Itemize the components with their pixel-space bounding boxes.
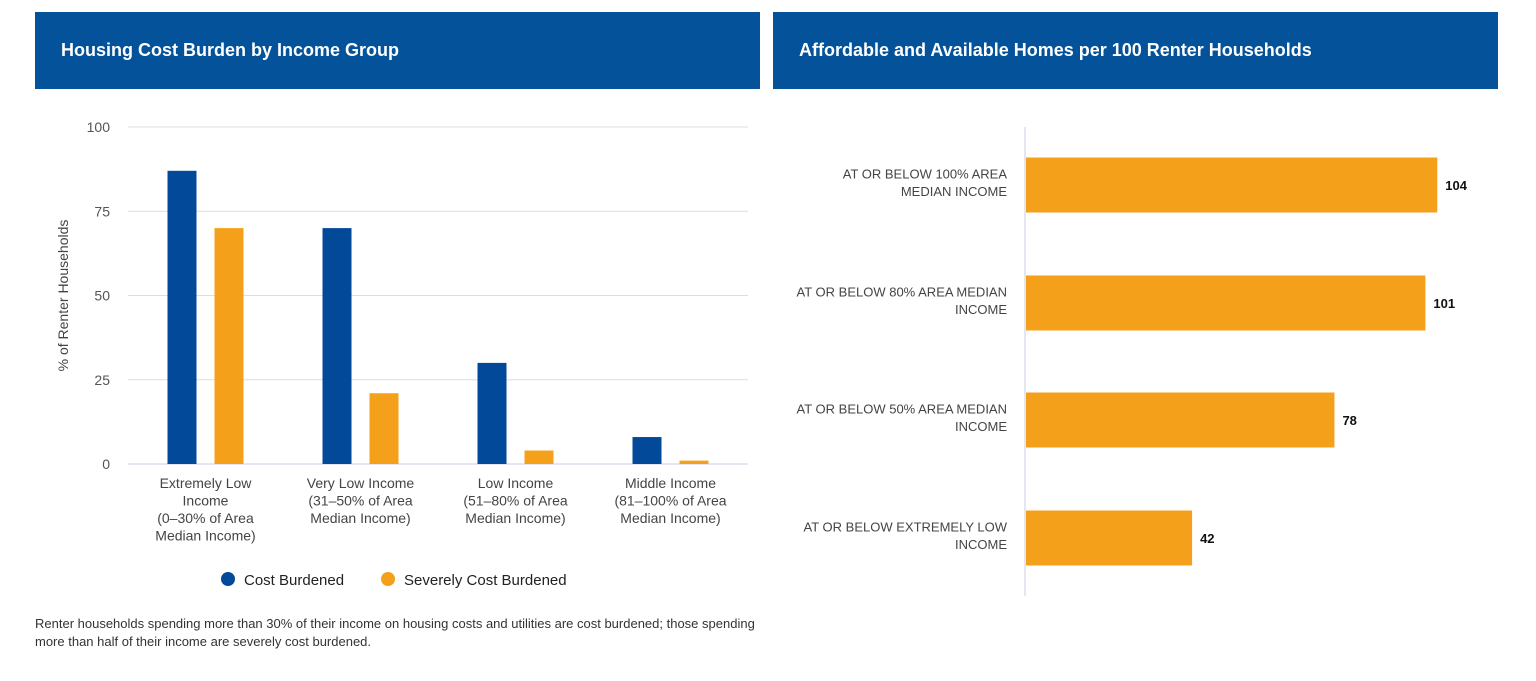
y-tick-label: AT OR BELOW 100% AREA (843, 166, 1008, 181)
bar (679, 460, 709, 464)
bar (1026, 510, 1193, 566)
bar (322, 228, 352, 464)
legend-marker (381, 572, 395, 586)
x-tick-label: (81–100% of Area (614, 493, 726, 509)
footnote: Renter households spending more than 30%… (35, 616, 755, 649)
data-label: 78 (1342, 413, 1356, 428)
y-tick-label: 25 (94, 372, 110, 388)
x-tick-label: Very Low Income (307, 475, 415, 491)
x-tick-label: Extremely Low (160, 475, 253, 491)
right-chart-title: Affordable and Available Homes per 100 R… (773, 12, 1498, 89)
data-label: 42 (1200, 531, 1214, 546)
legend-marker (221, 572, 235, 586)
bar (167, 170, 197, 464)
bar (524, 450, 554, 464)
x-tick-label: Median Income) (155, 528, 255, 544)
bar (1026, 275, 1426, 331)
x-tick-label: Median Income) (465, 510, 565, 526)
y-tick-label: 50 (94, 288, 110, 304)
bar (1026, 157, 1438, 213)
left-chart-title: Housing Cost Burden by Income Group (35, 12, 760, 89)
y-tick-label: INCOME (955, 302, 1007, 317)
y-axis-label: % of Renter Households (55, 220, 71, 372)
y-tick-label: AT OR BELOW 80% AREA MEDIAN (797, 284, 1007, 299)
x-tick-label: (0–30% of Area (157, 510, 254, 526)
x-tick-label: Middle Income (625, 475, 716, 491)
legend-label: Severely Cost Burdened (404, 572, 567, 589)
x-tick-label: Median Income) (620, 510, 720, 526)
bar (369, 393, 399, 464)
y-tick-label: INCOME (955, 419, 1007, 434)
legend-label: Cost Burdened (244, 572, 344, 589)
bar (632, 437, 662, 464)
y-tick-label: 0 (102, 456, 110, 472)
bar (214, 228, 244, 464)
y-tick-label: INCOME (955, 537, 1007, 552)
x-tick-label: Income (183, 493, 229, 509)
y-tick-label: AT OR BELOW 50% AREA MEDIAN (797, 401, 1007, 416)
y-tick-label: 100 (87, 119, 111, 135)
x-tick-label: Low Income (478, 475, 554, 491)
y-tick-label: 75 (94, 203, 110, 219)
x-tick-label: (51–80% of Area (463, 493, 568, 509)
x-tick-label: Median Income) (310, 510, 410, 526)
y-tick-label: AT OR BELOW EXTREMELY LOW (804, 519, 1008, 534)
data-label: 101 (1433, 296, 1455, 311)
x-tick-label: (31–50% of Area (308, 493, 413, 509)
y-tick-label: MEDIAN INCOME (901, 184, 1008, 199)
bar (477, 362, 507, 464)
bar (1026, 392, 1335, 448)
data-label: 104 (1445, 178, 1467, 193)
